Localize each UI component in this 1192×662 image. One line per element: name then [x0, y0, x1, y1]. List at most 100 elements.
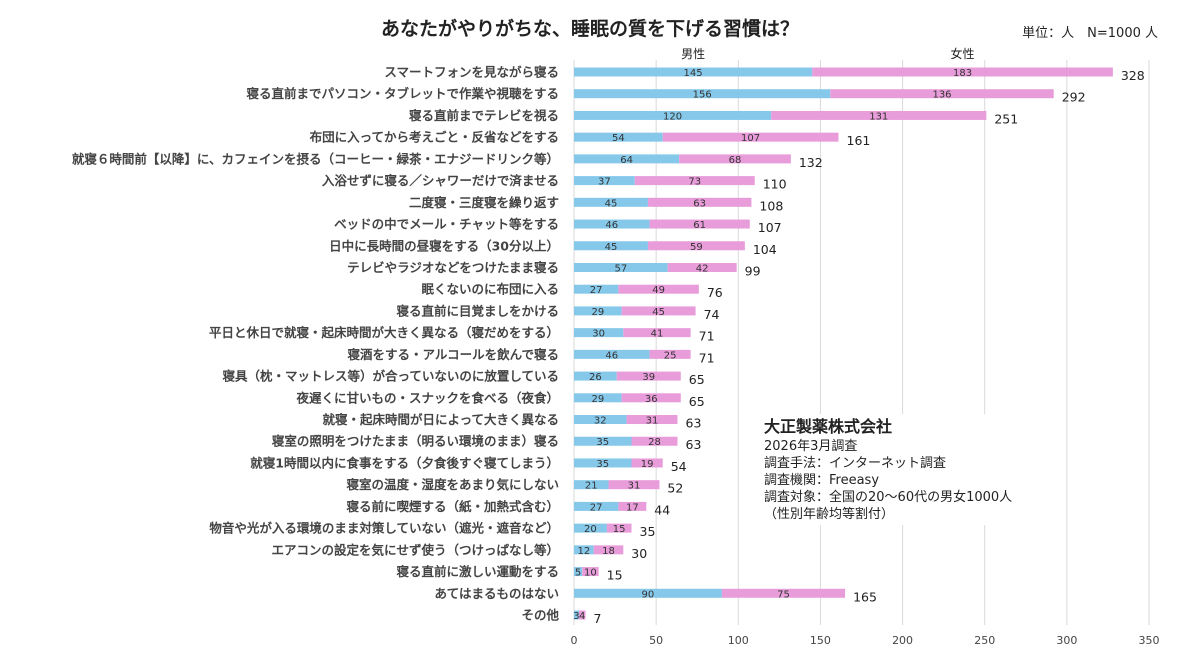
- bar-male: [574, 219, 650, 229]
- bar-male: [574, 436, 632, 446]
- bar-female: [631, 458, 663, 468]
- data-label: 46: [605, 350, 618, 361]
- category-label: 就寝６時間前【以降】に、カフェインを摂る（コーヒー・緑茶・エナジードリンク等）: [72, 151, 559, 166]
- category-label: その他: [521, 608, 559, 623]
- data-label: 46: [605, 220, 618, 231]
- bar-male: [574, 328, 624, 338]
- category-label: 日中に長時間の昼寝をする（30分以上）: [329, 238, 559, 253]
- bar-female: [662, 132, 839, 142]
- bar-female: [649, 349, 691, 359]
- category-label: 夜遅くに甘いもの・スナックを食べる（夜食）: [295, 390, 559, 405]
- bar-male: [574, 176, 635, 186]
- x-tick-label: 150: [810, 634, 831, 647]
- total-label: 108: [759, 198, 783, 213]
- data-label: 20: [584, 524, 597, 535]
- category-label: 寝具（枕・マットレス等）が合っていないのに放置している: [222, 369, 559, 384]
- bar-male: [574, 393, 622, 403]
- category-label: 布団に入ってから考えごと・反省などをする: [310, 130, 559, 145]
- data-label: 29: [591, 394, 604, 405]
- bar-female: [621, 306, 696, 316]
- x-tick-label: 250: [974, 634, 995, 647]
- category-label: スマートフォンを見ながら寝る: [384, 65, 559, 80]
- category-label: テレビやラジオなどをつけたまま寝る: [347, 260, 559, 275]
- data-label: 57: [614, 263, 627, 274]
- total-label: 65: [689, 394, 705, 409]
- total-label: 35: [640, 524, 656, 539]
- total-label: 107: [758, 220, 782, 235]
- total-label: 292: [1062, 90, 1086, 105]
- bar-male: [574, 197, 648, 207]
- category-label: ベッドの中でメール・チャット等をする: [334, 217, 559, 232]
- data-label: 31: [646, 416, 659, 427]
- category-label: 寝室の照明をつけたまま（明るい環境のまま）寝る: [272, 434, 559, 449]
- total-label: 30: [631, 546, 647, 561]
- bar-female: [582, 567, 599, 577]
- bar-female: [649, 219, 750, 229]
- bar-male: [574, 262, 668, 272]
- total-label: 328: [1121, 68, 1145, 83]
- bar-female: [608, 480, 660, 490]
- category-label: 寝る直前に激しい運動をする: [396, 564, 559, 579]
- data-label: 54: [612, 133, 625, 144]
- data-label: 136: [932, 90, 951, 101]
- category-label: 物音や光が入る環境のまま対策していない（遮光・遮音など）: [209, 521, 559, 536]
- note-line: 2026年3月調査: [764, 439, 858, 454]
- bar-female: [623, 328, 691, 338]
- data-label: 12: [577, 546, 590, 557]
- data-label: 49: [652, 285, 665, 296]
- data-label: 27: [590, 285, 603, 296]
- legend-female: 女性: [951, 46, 975, 61]
- note-line: 調査機関：Freeasy: [764, 473, 880, 488]
- data-label: 36: [645, 394, 658, 405]
- data-label: 45: [605, 242, 618, 253]
- data-label: 18: [602, 546, 615, 557]
- bar-male: [574, 458, 632, 468]
- total-label: 71: [699, 329, 715, 344]
- bar-male: [574, 284, 619, 294]
- total-label: 165: [853, 589, 877, 604]
- category-label: 平日と休日で就寝・起床時間が大きく異なる（寝だめをする）: [209, 325, 559, 340]
- bar-male: [574, 241, 648, 251]
- data-label: 31: [628, 481, 641, 492]
- total-label: 63: [686, 437, 702, 452]
- category-label: 寝る直前までパソコン・タブレットで作業や視聴をする: [246, 86, 559, 101]
- bar-male: [574, 110, 772, 120]
- data-label: 30: [592, 329, 605, 340]
- category-label: 眠くないのに布団に入る: [421, 282, 559, 297]
- bar-male: [574, 610, 579, 620]
- data-label: 145: [684, 68, 703, 79]
- data-label: 59: [690, 242, 703, 253]
- bar-female: [626, 415, 678, 425]
- data-label: 131: [869, 111, 888, 122]
- note-line: 調査対象：全国の20～60代の男女1000人: [764, 490, 1013, 505]
- bar-male: [574, 67, 813, 77]
- total-label: 104: [753, 242, 777, 257]
- data-label: 35: [596, 459, 609, 470]
- category-label: 寝る前に喫煙する（紙・加熱式含む）: [346, 499, 559, 514]
- bar-female: [621, 393, 681, 403]
- data-label: 10: [584, 568, 597, 579]
- category-label: あてはまるものはない: [434, 586, 559, 601]
- bar-male: [574, 588, 722, 598]
- data-label: 27: [590, 502, 603, 513]
- bar-female: [616, 371, 681, 381]
- bar-female: [618, 284, 699, 294]
- data-label: 35: [596, 437, 609, 448]
- data-label: 75: [777, 589, 790, 600]
- x-tick-label: 300: [1056, 634, 1077, 647]
- x-tick-label: 200: [892, 634, 913, 647]
- data-label: 28: [648, 437, 661, 448]
- bar-female: [631, 436, 678, 446]
- data-label: 120: [663, 111, 682, 122]
- data-label: 73: [688, 177, 701, 188]
- bar-male: [574, 306, 622, 316]
- data-label: 15: [613, 524, 626, 535]
- survey-note: 大正製薬株式会社 2026年3月調査 調査手法：インターネット調査 調査機関：F…: [760, 414, 1017, 525]
- total-label: 161: [847, 133, 871, 148]
- bar-male: [574, 154, 680, 164]
- data-label: 45: [605, 198, 618, 209]
- category-label: 就寝1時間以内に食事をする（夕食後すぐ寝てしまう）: [250, 455, 559, 470]
- category-label: エアコンの設定を気にせず使う（つけっぱなし等）: [271, 542, 559, 557]
- note-line: 調査手法：インターネット調査: [764, 456, 947, 471]
- bar-male: [574, 545, 594, 555]
